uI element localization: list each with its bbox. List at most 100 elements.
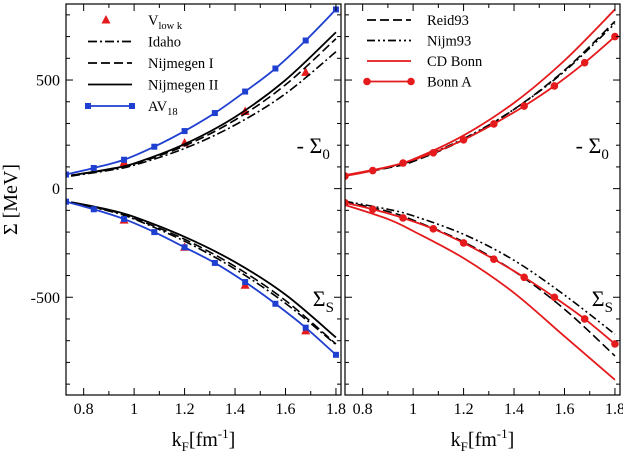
series-line	[345, 204, 616, 381]
data-point	[151, 229, 158, 236]
data-point	[181, 244, 188, 251]
legend-item: Bonn A	[363, 75, 472, 91]
data-point	[580, 58, 589, 67]
x-tick-label: 1	[409, 401, 417, 418]
x-tick-label: 1.8	[326, 401, 346, 418]
data-point	[611, 340, 619, 348]
data-point	[429, 225, 438, 233]
legend-label: Reid93	[427, 13, 469, 29]
axes-frame	[344, 3, 621, 396]
legend-item: Reid93	[367, 13, 469, 29]
data-point	[550, 293, 559, 302]
y-tick-label: 0	[52, 181, 60, 198]
data-point	[302, 324, 309, 331]
data-point	[550, 82, 559, 90]
legend-label: Nijmegen II	[148, 78, 219, 94]
legend-label: CD Bonn	[427, 54, 483, 70]
series-line	[345, 20, 616, 177]
legend-label: Bonn A	[427, 75, 472, 91]
x-tick-label: 0.8	[353, 401, 373, 418]
series-line	[345, 35, 616, 177]
y-axis: 500 0 -500	[31, 14, 341, 385]
y-axis-label: Σ [MeV]	[0, 164, 22, 235]
x-tick-label: 0.8	[74, 401, 94, 418]
legend-marker	[407, 77, 415, 86]
legend-label: AV18	[148, 99, 178, 118]
x-tick-label: 1	[130, 401, 138, 418]
data-point	[459, 135, 468, 144]
data-point	[611, 32, 619, 41]
x-tick-label: 1.2	[175, 401, 195, 418]
data-point	[121, 156, 128, 163]
legend-label: Nijm93	[427, 34, 471, 50]
legend-label: Nijmegen I	[148, 56, 214, 72]
data-point	[242, 279, 249, 286]
x-axis-label: kF[fm-1]	[172, 426, 236, 454]
data-point	[368, 166, 377, 175]
data-point	[302, 37, 309, 44]
x-axis: 0.8 1 1.2 1.4 1.6 1.8	[74, 4, 346, 418]
series-line	[70, 51, 337, 177]
data-point	[151, 143, 158, 150]
legend-marker	[85, 103, 91, 109]
data-point	[90, 165, 97, 172]
data-point	[580, 315, 589, 323]
data-point	[520, 102, 528, 110]
series-line	[345, 200, 616, 335]
x-tick-label: 1.6	[275, 401, 295, 418]
data-point	[490, 120, 498, 128]
legend-marker	[129, 103, 135, 109]
data-point	[301, 67, 311, 76]
legend-item: Nijmegen I	[88, 56, 214, 72]
y-axis	[345, 14, 620, 385]
series-line	[70, 201, 337, 339]
x-axis: 0.8 1 1.2 1.4 1.6 1.8	[353, 4, 623, 418]
data-point	[520, 273, 528, 282]
x-axis-label: kF[fm-1]	[451, 426, 515, 454]
x-tick-label: 1.8	[605, 401, 623, 418]
series-line	[345, 200, 616, 357]
plot-area	[345, 8, 619, 381]
data-point	[181, 128, 188, 135]
legend-item: AV18	[85, 99, 178, 118]
panel-left: 0.8 1 1.2 1.4 1.6 1.8 500 0 -500 kF[fm-1] Σ [MeV] -…	[0, 3, 346, 454]
y-tick-label: 500	[36, 73, 60, 90]
data-point	[399, 159, 407, 167]
panel-right: 0.8 1 1.2 1.4 1.6 1.8 kF[fm-1] - Σ0 ΣS Reid93 Nijm…	[344, 3, 623, 454]
data-point	[272, 65, 279, 72]
data-point	[429, 148, 438, 157]
data-point	[211, 110, 218, 117]
x-tick-label: 1.6	[554, 401, 574, 418]
legend: Reid93 Nijm93 CD Bonn Bonn A	[363, 13, 483, 91]
series-line	[70, 201, 337, 345]
legend-item: Vlow k	[101, 13, 183, 32]
data-point	[66, 198, 69, 205]
x-tick-label: 1.2	[454, 401, 474, 418]
x-tick-label: 1.4	[225, 401, 245, 418]
data-point	[90, 206, 97, 213]
curve-annotation: - Σ0	[297, 133, 330, 163]
legend-item: Nijmegen II	[88, 78, 219, 94]
legend: Vlow k Idaho Nijmegen I Nijmegen II AV18	[85, 13, 219, 118]
legend-label: Vlow k	[148, 13, 183, 32]
axes-frame	[65, 3, 342, 396]
series-line	[70, 38, 337, 177]
legend-item: Idaho	[88, 35, 181, 51]
data-point	[399, 214, 407, 222]
legend-item: CD Bonn	[367, 54, 483, 70]
data-point	[242, 88, 249, 95]
data-point	[459, 239, 468, 247]
plot-area	[66, 6, 339, 358]
curve-annotation: ΣS	[592, 286, 613, 316]
data-point	[490, 255, 498, 264]
legend-marker	[101, 15, 111, 24]
series-line	[345, 22, 616, 177]
data-point	[345, 172, 349, 180]
legend-item: Nijm93	[367, 34, 471, 50]
curve-annotation: ΣS	[313, 286, 334, 316]
data-point	[66, 171, 69, 178]
series-line	[70, 31, 337, 177]
curve-annotation: - Σ0	[576, 133, 609, 163]
data-point	[211, 259, 218, 266]
